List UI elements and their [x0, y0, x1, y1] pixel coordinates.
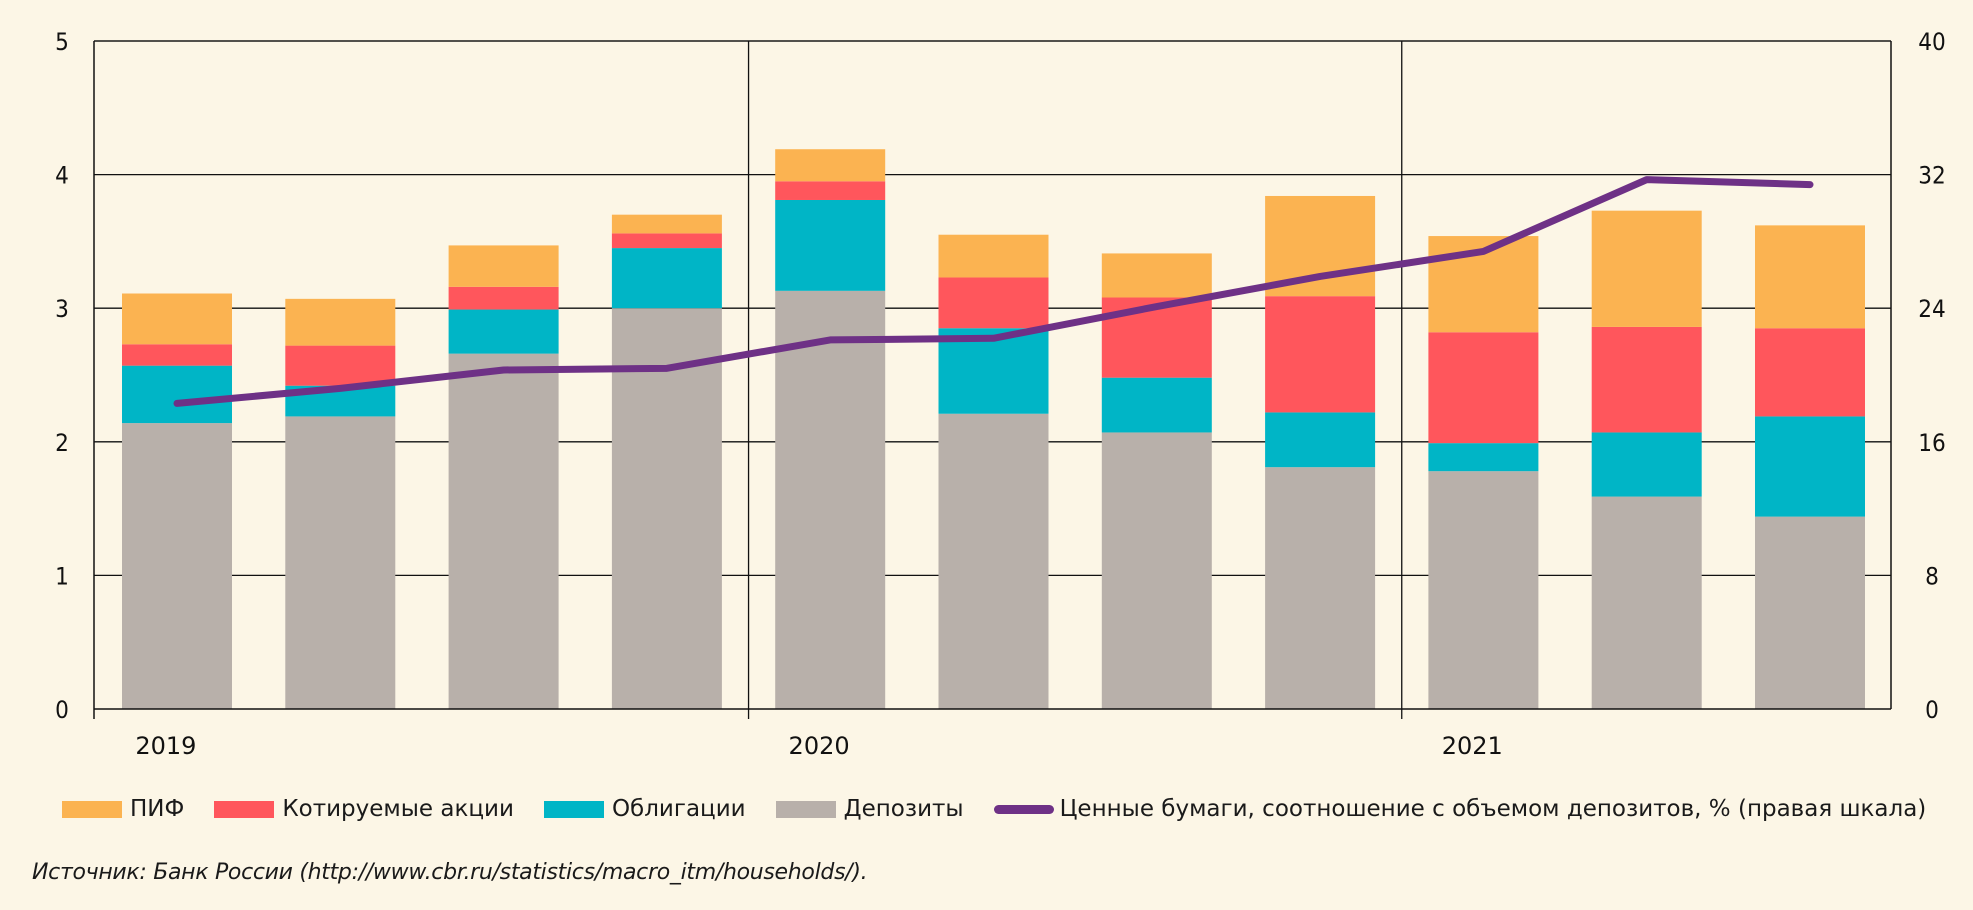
right-tick-label: 24 [1918, 295, 1945, 323]
source-note: Источник: Банк России (http://www.cbr.ru… [32, 860, 868, 885]
bar-segment [1591, 496, 1702, 709]
left-tick-label: 4 [55, 162, 69, 190]
right-tick-label: 8 [1925, 562, 1939, 590]
bar-segment [1591, 432, 1702, 497]
bar-stack [285, 298, 396, 709]
left-axis-ticks: 0 1 2 3 4 5 [55, 28, 69, 724]
left-tick-label: 2 [55, 429, 69, 457]
legend-label-stocks: Котируемые акции [282, 796, 514, 822]
bar-stack [1428, 236, 1539, 709]
left-tick-label: 0 [55, 696, 69, 724]
legend-swatch-ratio [993, 804, 1054, 814]
legend-swatch-pif [62, 800, 122, 818]
legend-item-bonds: Облигации [543, 796, 746, 822]
bar-segment [1101, 253, 1212, 298]
bar-segment [448, 286, 559, 310]
bar-segment [448, 245, 559, 287]
bar-segment [1428, 443, 1539, 472]
bar-segment [1428, 471, 1539, 709]
bar-segment [122, 365, 232, 424]
bars [122, 149, 1865, 709]
bar-stack [775, 149, 886, 709]
left-tick-label: 1 [55, 562, 69, 590]
bar-segment [611, 308, 722, 709]
bar-segment [775, 199, 886, 291]
bar-segment [1101, 377, 1212, 433]
bar-segment [938, 277, 1049, 329]
bar-segment [611, 248, 722, 309]
x-year-label: 2019 [135, 732, 196, 760]
right-tick-label: 32 [1918, 162, 1945, 190]
legend: ПИФ Котируемые акции Облигации Депозиты … [62, 789, 1926, 829]
bar-segment [938, 413, 1049, 709]
bar-segment [285, 345, 396, 386]
bar-segment [1755, 328, 1865, 417]
bar-segment [1265, 296, 1376, 413]
legend-label-pif: ПИФ [130, 796, 185, 822]
bar-segment [122, 423, 232, 709]
x-year-label: 2020 [789, 732, 850, 760]
x-axis-labels: 2019 2020 2021 [135, 732, 1502, 760]
axes [93, 40, 1892, 719]
bar-segment [1265, 412, 1376, 468]
bar-segment [1428, 332, 1539, 444]
bar-segment [775, 181, 886, 200]
bar-stack [122, 293, 232, 709]
legend-item-stocks: Котируемые акции [214, 796, 514, 822]
bar-segment [448, 309, 559, 354]
left-tick-label: 3 [55, 295, 69, 323]
bar-segment [285, 416, 396, 709]
bar-stack [448, 245, 559, 709]
legend-swatch-stocks [214, 800, 275, 818]
bar-segment [1755, 225, 1865, 329]
bar-segment [1101, 432, 1212, 709]
legend-label-ratio: Ценные бумаги, соотношение с объемом деп… [1059, 796, 1927, 822]
legend-item-pif: ПИФ [62, 796, 184, 822]
bar-segment [775, 290, 886, 709]
bar-stack [938, 234, 1049, 709]
legend-item-ratio: Ценные бумаги, соотношение с объемом деп… [993, 796, 1927, 822]
left-tick-label: 5 [55, 28, 69, 56]
bar-segment [611, 214, 722, 234]
bar-segment [122, 344, 232, 366]
legend-label-deposits: Депозиты [843, 796, 964, 822]
bar-stack [611, 214, 722, 709]
bar-segment [1591, 210, 1702, 327]
bar-segment [938, 328, 1049, 414]
right-tick-label: 40 [1918, 28, 1945, 56]
bar-stack [1101, 253, 1212, 709]
ratio-line [173, 176, 1814, 407]
right-tick-label: 0 [1925, 696, 1939, 724]
bar-stack [1755, 225, 1865, 709]
bar-segment [1755, 416, 1865, 517]
x-year-label: 2021 [1442, 732, 1503, 760]
bar-segment [775, 149, 886, 182]
bar-segment [938, 234, 1049, 278]
bar-segment [1755, 516, 1865, 709]
bar-segment [285, 298, 396, 346]
legend-item-deposits: Депозиты [775, 796, 964, 822]
bar-stack [1591, 210, 1702, 709]
right-tick-label: 16 [1918, 429, 1945, 457]
legend-swatch-bonds [543, 800, 604, 818]
bar-segment [448, 353, 559, 709]
bar-segment [611, 233, 722, 249]
legend-swatch-deposits [775, 800, 836, 818]
bar-segment [1265, 467, 1376, 709]
right-axis-ticks: 0 8 16 24 32 40 [1918, 28, 1945, 724]
bar-segment [122, 293, 232, 345]
bar-stack [1265, 195, 1376, 709]
legend-label-bonds: Облигации [611, 796, 746, 822]
bar-segment [1591, 326, 1702, 433]
